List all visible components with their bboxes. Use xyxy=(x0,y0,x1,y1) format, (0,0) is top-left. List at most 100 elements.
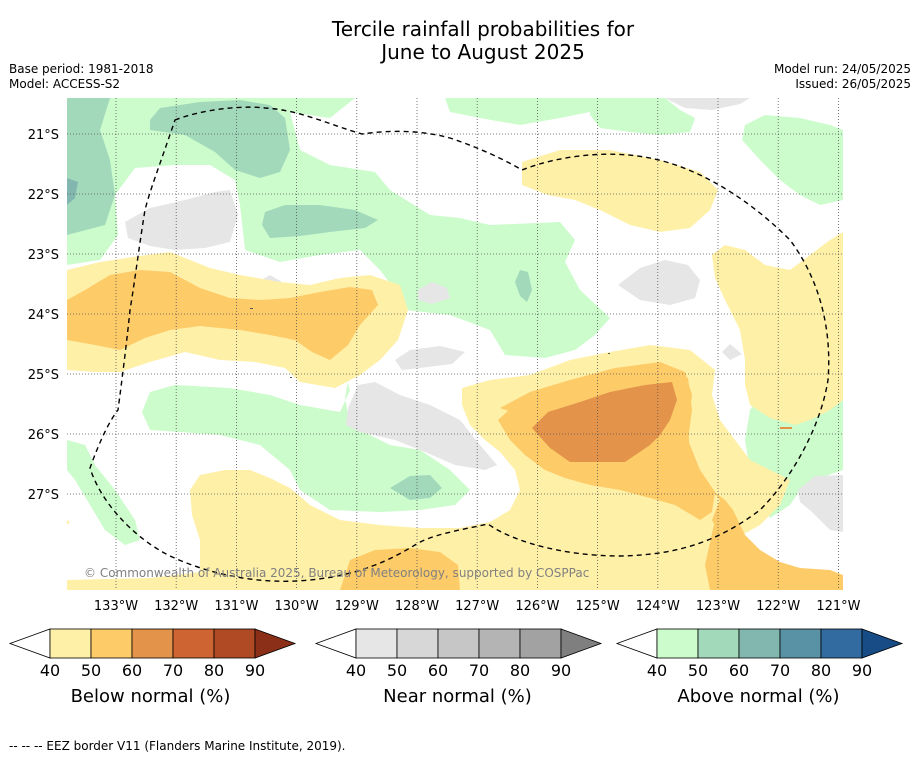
base-period: Base period: 1981-2018 xyxy=(9,62,154,76)
near-40-center-spot xyxy=(418,282,450,304)
lon-label: 127°W xyxy=(455,599,499,614)
colorbar-tick: 90 xyxy=(551,661,571,680)
above-50-north xyxy=(150,100,290,178)
colorbar-tick: 60 xyxy=(729,661,749,680)
lon-label: 122°W xyxy=(756,599,800,614)
colorbar-tick: 40 xyxy=(40,661,60,680)
colorbar-label-near: Near normal (%) xyxy=(383,686,532,707)
colorbar-tick: 40 xyxy=(346,661,366,680)
lon-label: 126°W xyxy=(515,599,559,614)
colorbars: 40 50 60 70 80 90 40 50 60 70 80 90 40 50 60 70 80 90 xyxy=(8,628,904,680)
colorbar-above: 40 50 60 70 80 90 xyxy=(615,628,904,680)
lon-label: 125°W xyxy=(576,599,620,614)
colorbar-below: 40 50 60 70 80 90 xyxy=(8,628,297,680)
near-40-west xyxy=(125,190,238,250)
below-50-south xyxy=(340,548,460,590)
colorbar-tick: 50 xyxy=(387,661,407,680)
eez-footnote: -- -- -- EEZ border V11 (Flanders Marine… xyxy=(9,739,346,753)
colorbar-tick: 50 xyxy=(81,661,101,680)
above-40-northeast-small xyxy=(590,98,695,135)
lon-label: 121°W xyxy=(816,599,860,614)
colorbar-segment xyxy=(396,628,439,659)
colorbar-segment xyxy=(779,628,822,659)
lat-label: 27°S xyxy=(28,488,59,503)
colorbar-over-arrow xyxy=(560,628,603,659)
colorbar-tick: 50 xyxy=(688,661,708,680)
near-40-north-edge xyxy=(665,98,750,110)
colorbar-near: 40 50 60 70 80 90 xyxy=(314,628,603,680)
colorbar-tick: 90 xyxy=(852,661,872,680)
colorbar-segment xyxy=(131,628,174,659)
lat-label: 23°S xyxy=(28,248,59,263)
lat-label: 24°S xyxy=(28,308,59,323)
speck-1 xyxy=(250,308,253,309)
colorbar-tick: 40 xyxy=(647,661,667,680)
below-40-south-left-edge xyxy=(67,520,70,525)
chart-title: Tercile rainfall probabilities for June … xyxy=(0,18,919,64)
above-40-north xyxy=(445,98,590,125)
lat-label: 26°S xyxy=(28,428,59,443)
lon-label: 133°W xyxy=(94,599,138,614)
meta-left: Base period: 1981-2018 Model: ACCESS-S2 xyxy=(9,62,154,92)
colorbar-segment xyxy=(738,628,781,659)
colorbar-segment xyxy=(172,628,215,659)
latitude-labels: 21°S 22°S 23°S 24°S 25°S 26°S 27°S xyxy=(28,128,59,503)
colorbar-segment xyxy=(697,628,740,659)
lon-label: 130°W xyxy=(275,599,319,614)
model-name: Model: ACCESS-S2 xyxy=(9,77,121,91)
speck-3 xyxy=(608,353,610,354)
lon-label: 131°W xyxy=(214,599,258,614)
lon-label: 129°W xyxy=(335,599,379,614)
colorbar-tick: 90 xyxy=(245,661,265,680)
meta-right: Model run: 24/05/2025 Issued: 26/05/2025 xyxy=(774,62,911,92)
colorbar-segment xyxy=(355,628,398,659)
colorbar-under-arrow xyxy=(8,628,51,659)
colorbar-segment xyxy=(519,628,562,659)
colorbar-segment xyxy=(478,628,521,659)
colorbar-tick: 60 xyxy=(428,661,448,680)
lat-label: 25°S xyxy=(28,368,59,383)
below-40-northeast xyxy=(522,150,718,232)
near-40-east-small xyxy=(722,344,742,360)
above-50-central-north xyxy=(262,205,378,238)
colorbar-segment xyxy=(90,628,133,659)
near-40-southeast xyxy=(798,475,843,532)
colorbar-segment xyxy=(820,628,863,659)
copyright-text: © Commonwealth of Australia 2025, Bureau… xyxy=(84,566,589,580)
below-60-central xyxy=(532,382,677,462)
below-50-south-right xyxy=(705,520,843,590)
lon-label: 123°W xyxy=(696,599,740,614)
colorbar-tick: 70 xyxy=(163,661,183,680)
colorbar-tick: 70 xyxy=(469,661,489,680)
colorbar-tick: 80 xyxy=(510,661,530,680)
near-40-east xyxy=(618,260,700,305)
colorbar-label-below: Below normal (%) xyxy=(70,686,231,707)
below-40-east xyxy=(712,232,843,425)
colorbar-segment xyxy=(656,628,699,659)
above-40-central xyxy=(142,368,470,512)
below-50-west xyxy=(67,270,378,360)
above-50-northwest xyxy=(67,98,115,235)
lon-label: 124°W xyxy=(636,599,680,614)
speck-4 xyxy=(780,427,792,429)
lon-label: 132°W xyxy=(154,599,198,614)
above-50-regions xyxy=(67,98,532,500)
colorbar-tick: 70 xyxy=(770,661,790,680)
colorbar-segment xyxy=(49,628,92,659)
speck-2 xyxy=(290,377,292,378)
colorbar-tick: 80 xyxy=(204,661,224,680)
above-40-east xyxy=(742,115,843,205)
colorbar-label-above: Above normal (%) xyxy=(677,686,840,707)
colorbar-tick: 80 xyxy=(811,661,831,680)
near-40-center xyxy=(395,346,465,370)
map-plot-area xyxy=(67,98,843,590)
colorbar-over-arrow xyxy=(861,628,904,659)
colorbar-segment xyxy=(437,628,480,659)
gridlines xyxy=(67,98,843,590)
above-60-spot xyxy=(67,178,78,205)
lat-label: 21°S xyxy=(28,128,59,143)
near-40-south-center xyxy=(346,382,497,470)
title-line-2: June to August 2025 xyxy=(381,40,585,64)
eez-border xyxy=(89,106,830,582)
longitude-labels: 133°W 132°W 131°W 130°W 129°W 128°W 127°W 126°W… xyxy=(94,599,861,614)
